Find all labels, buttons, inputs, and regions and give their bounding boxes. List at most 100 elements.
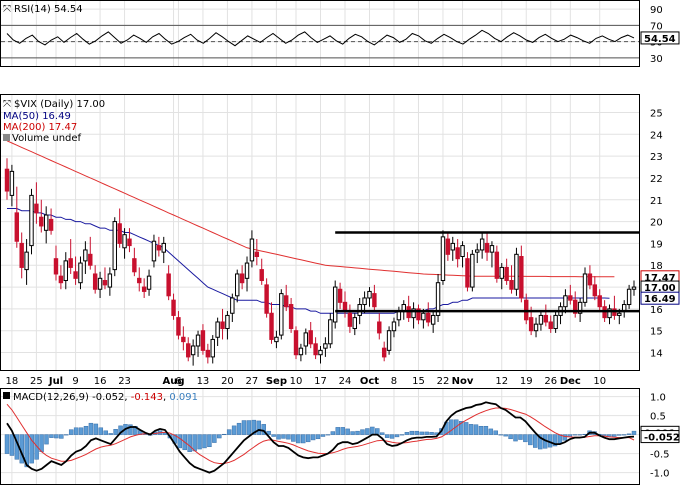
macd-histogram-bar [320, 434, 326, 437]
x-axis-label: 17 [314, 376, 327, 387]
macd-histogram-bar [409, 430, 415, 435]
macd-histogram-bar [281, 434, 286, 439]
candle-down [88, 253, 93, 266]
price-tick-label: 15 [650, 327, 663, 338]
macd-histogram-bar [508, 434, 513, 440]
macd-histogram-bar [562, 434, 568, 441]
macd-histogram-bar [34, 434, 39, 460]
ma50-line [7, 208, 610, 314]
candle-up [274, 336, 279, 343]
candle-up [396, 310, 402, 321]
candle-up [553, 314, 558, 330]
candle-down [426, 312, 431, 323]
candle-down [283, 295, 289, 308]
x-axis-label: 18 [6, 376, 19, 387]
macd-histogram-bar [39, 434, 44, 452]
candle-down [543, 314, 549, 323]
macd-histogram-bar [473, 424, 479, 435]
candle-down [293, 330, 299, 356]
macd-histogram-bar [399, 434, 405, 436]
macd-histogram-bar [537, 434, 543, 450]
candle-down [19, 242, 24, 268]
macd-histogram-bar [88, 422, 94, 435]
x-axis-label: 26 [544, 376, 557, 387]
rsi-tick-label: 30 [650, 54, 663, 65]
rsi-label: RSI(14) [14, 4, 51, 15]
ma50-legend: MA(50) 16.49 [3, 111, 71, 122]
candle-up [318, 349, 323, 356]
candle-up [97, 277, 103, 290]
macd-histogram-bar [44, 434, 49, 445]
macd-histogram-bar [113, 429, 118, 435]
candle-up [190, 345, 196, 356]
x-axis-label: 23 [118, 376, 131, 387]
x-axis-label: 20 [221, 376, 234, 387]
x-axis-label: Aug [163, 376, 185, 387]
macd-histogram-bar [187, 434, 192, 452]
macd-histogram-bar [305, 434, 311, 443]
macd-histogram-bar [177, 434, 183, 449]
macd-histogram-bar [29, 434, 34, 464]
macd-histogram-bar [330, 431, 336, 435]
candle-down [220, 321, 225, 330]
candle-down [342, 301, 348, 312]
candle-up [411, 308, 416, 319]
candle-down [445, 238, 451, 255]
macd-tick-label: 0.5 [650, 412, 666, 423]
candle-down [34, 203, 39, 214]
candle-up [244, 262, 250, 279]
candle-down [141, 286, 147, 292]
candle-down [528, 317, 534, 332]
candle-down [117, 223, 122, 244]
candle-up [450, 242, 455, 251]
candle-down [592, 284, 598, 297]
rsi-line [6, 29, 635, 47]
candle-down [416, 308, 421, 321]
ma200-label: MA(200) [3, 122, 45, 133]
candle-up [122, 234, 127, 249]
macd-signal-value: -0.143 [131, 392, 163, 403]
candle-up [582, 273, 588, 303]
candle-up [235, 273, 240, 297]
candle-down [92, 273, 98, 290]
macd-histogram-bar [256, 420, 262, 435]
candle-up [225, 314, 230, 330]
x-axis-label: Nov [452, 376, 474, 387]
macd-histogram-bar [241, 420, 247, 435]
x-axis-label: 25 [30, 376, 43, 387]
candle-down [53, 258, 59, 275]
macd-histogram-bar [325, 434, 331, 436]
x-axis-label: 6 [175, 376, 181, 387]
candle-up [215, 321, 220, 338]
candle-down [48, 218, 54, 231]
candle-down [269, 312, 274, 340]
price-gridlines [1, 95, 639, 370]
candle-up [151, 240, 157, 262]
candle-up [107, 273, 113, 288]
macd-histogram-bar [212, 434, 217, 443]
price-tick-label: 14 [650, 349, 663, 360]
candle-down [465, 258, 470, 288]
macd-histogram-bar [83, 425, 89, 435]
macd-histogram-bar [251, 419, 257, 435]
macd-histogram-bar [192, 434, 197, 452]
macd-value-badge-frame [640, 430, 680, 444]
candle-down [337, 288, 343, 303]
price-plot [4, 140, 639, 366]
macd-value-badge: -0.052 [644, 433, 680, 444]
macd-hist-value: 0.091 [169, 392, 198, 403]
macd-histogram-bar [73, 427, 79, 435]
macd-tick-label: -0.5 [650, 450, 670, 461]
x-axis-label: Jul [48, 376, 63, 387]
candle-up [161, 242, 166, 253]
candle-down [597, 295, 602, 308]
macd-histogram-bar [557, 434, 563, 444]
candle-down [156, 245, 162, 251]
candle-up [210, 338, 215, 358]
macd-histogram-bar [493, 430, 498, 435]
candle-down [587, 273, 593, 286]
macd-histogram-bar [404, 432, 410, 435]
candle-down [548, 321, 553, 330]
